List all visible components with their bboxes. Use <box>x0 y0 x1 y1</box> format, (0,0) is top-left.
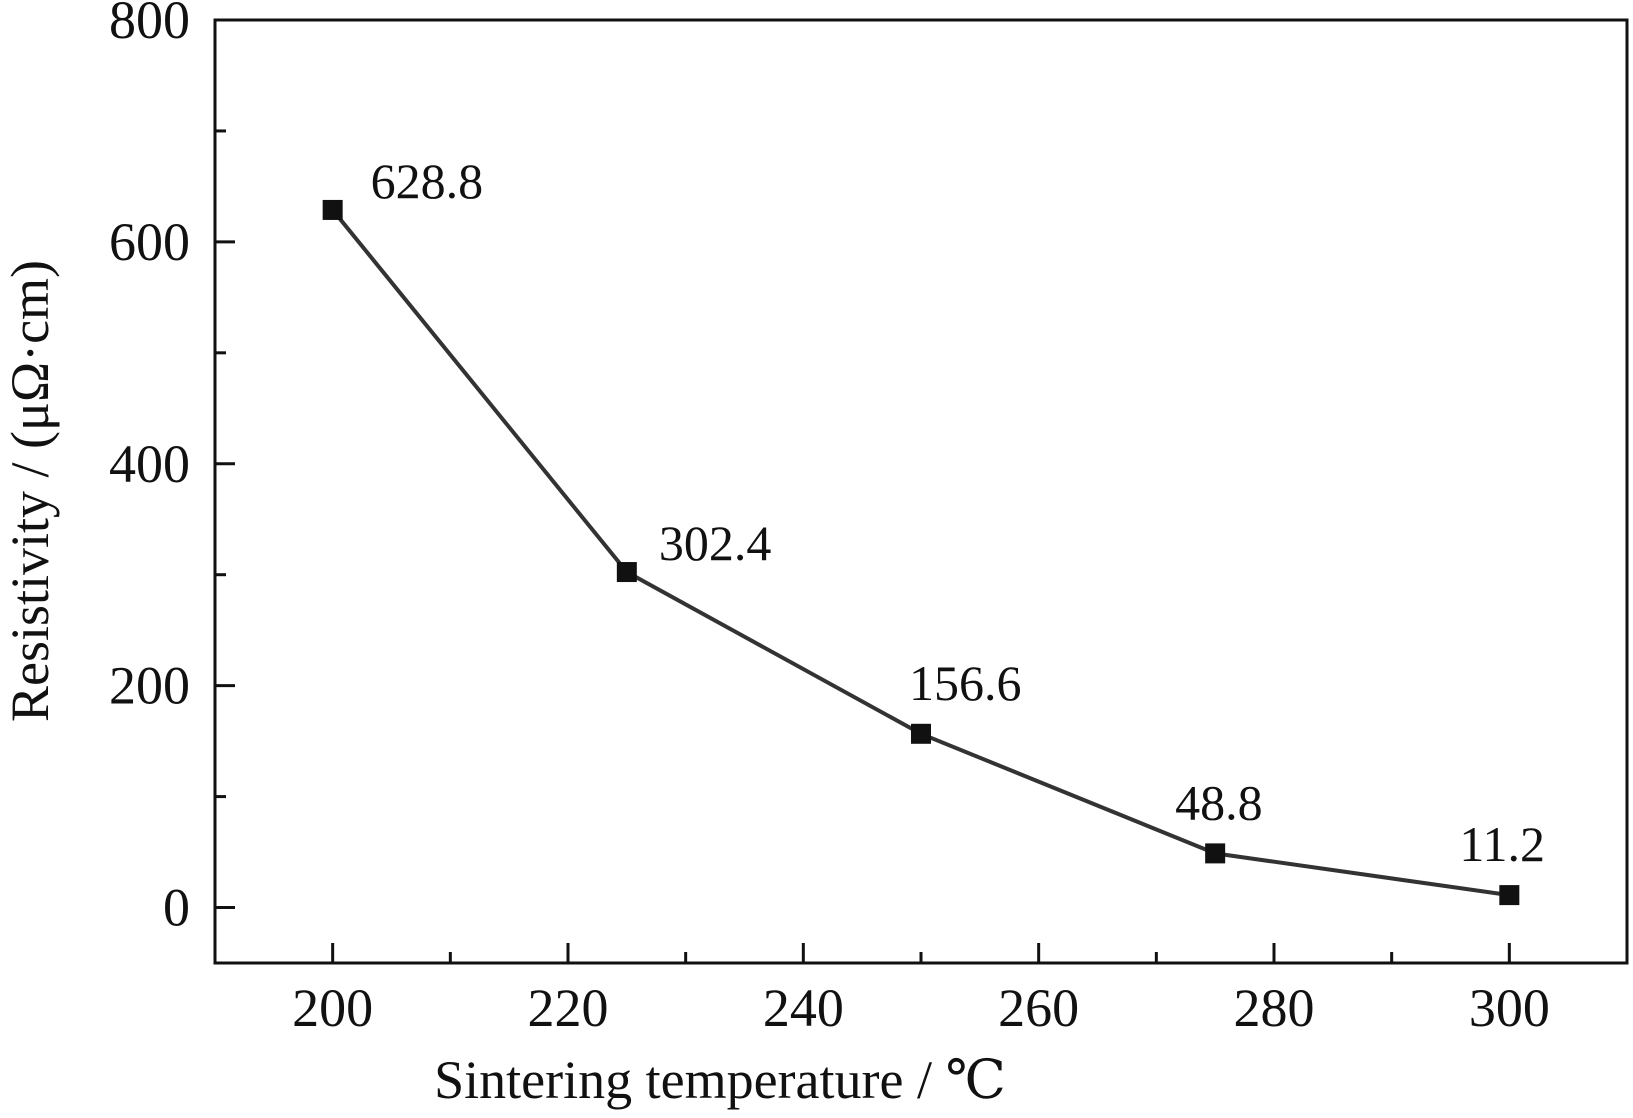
y-axis-ticks: 0 200 400 600 800 <box>109 0 235 938</box>
data-label: 48.8 <box>1175 774 1263 830</box>
data-point-marker <box>1205 843 1226 864</box>
y-axis-title: Resistivity / (μΩ·cm) <box>0 260 60 722</box>
x-tick-label: 220 <box>528 978 609 1038</box>
y-tick-label: 200 <box>109 656 190 716</box>
data-point-marker <box>322 199 343 220</box>
x-axis-ticks: 200 220 240 260 280 300 <box>292 943 1550 1038</box>
x-tick-label: 300 <box>1469 978 1550 1038</box>
x-tick-label: 240 <box>763 978 844 1038</box>
x-tick-label: 280 <box>1234 978 1315 1038</box>
data-label: 156.6 <box>909 655 1022 711</box>
y-tick-label: 600 <box>109 212 190 272</box>
data-label: 11.2 <box>1459 816 1545 872</box>
data-label: 628.8 <box>371 153 484 209</box>
y-tick-label: 400 <box>109 434 190 494</box>
y-tick-label: 0 <box>163 878 190 938</box>
data-point-marker <box>911 723 931 744</box>
y-tick-label: 800 <box>109 0 190 50</box>
x-axis-title: Sintering temperature / ℃ <box>434 1050 1006 1110</box>
x-tick-label: 260 <box>998 978 1079 1038</box>
data-point-marker <box>1499 885 1520 906</box>
data-label: 302.4 <box>659 515 772 571</box>
x-tick-label: 200 <box>292 978 373 1038</box>
series-layer: 628.8 302.4 156.6 48.8 11.2 <box>322 153 1545 906</box>
data-point-marker <box>616 562 637 583</box>
series-line <box>331 208 1510 898</box>
